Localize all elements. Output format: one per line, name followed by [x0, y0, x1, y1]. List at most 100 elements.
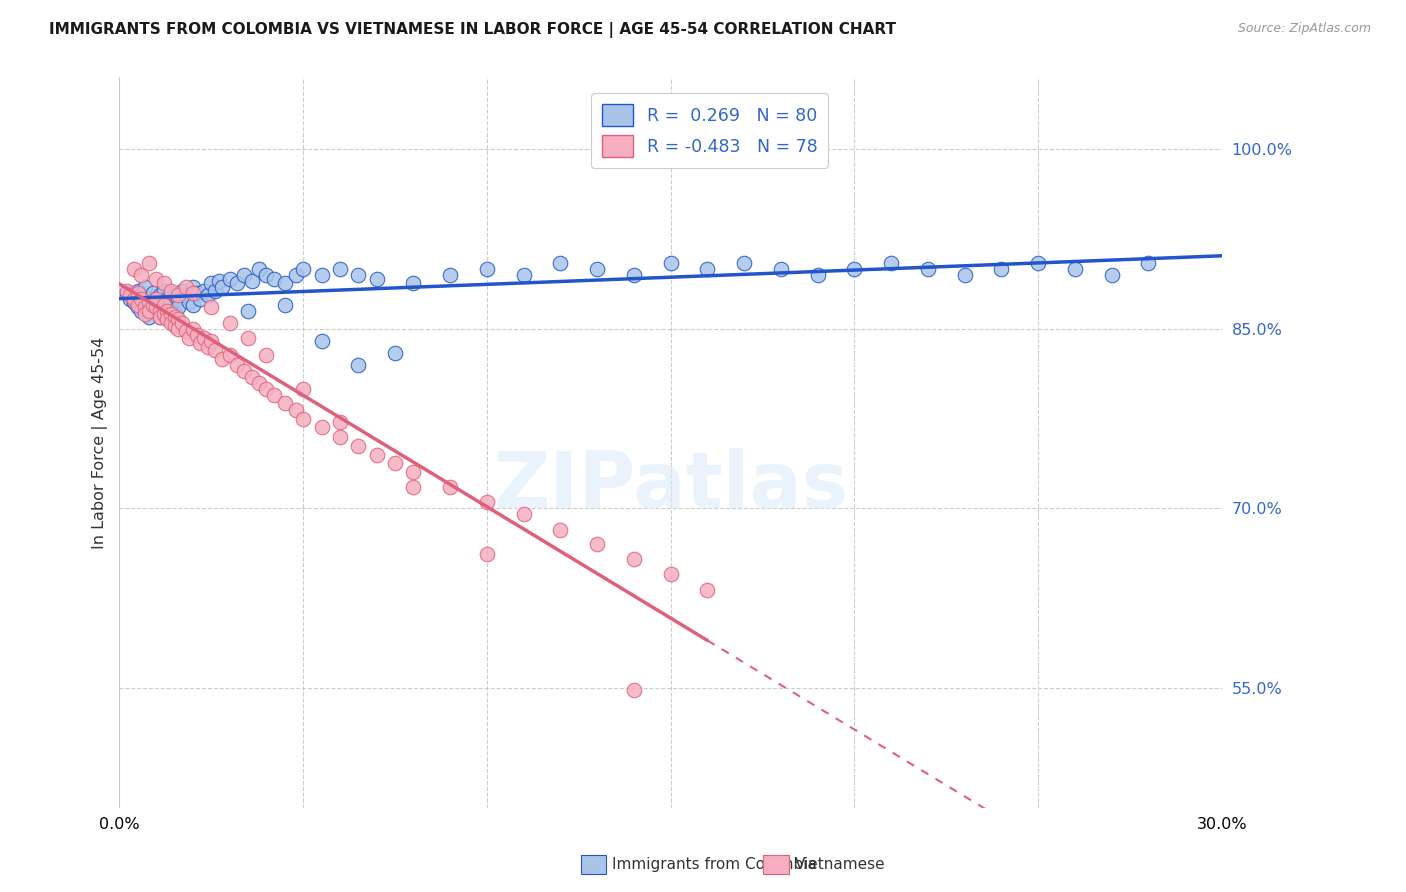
Point	[152, 308, 174, 322]
Point	[197, 340, 219, 354]
Point	[1101, 268, 1123, 282]
Point	[347, 358, 370, 372]
Point	[292, 262, 315, 277]
Point	[990, 262, 1012, 277]
Point	[181, 322, 204, 336]
Point	[218, 348, 240, 362]
Point	[240, 274, 263, 288]
Y-axis label: In Labor Force | Age 45-54: In Labor Force | Age 45-54	[93, 336, 108, 549]
Point	[550, 256, 572, 270]
Point	[181, 285, 204, 300]
Point	[193, 331, 215, 345]
Point	[138, 256, 160, 270]
Point	[167, 322, 190, 336]
Point	[1137, 256, 1160, 270]
Point	[284, 268, 307, 282]
Point	[659, 567, 682, 582]
Text: Vietnamese: Vietnamese	[794, 857, 884, 871]
Point	[115, 285, 138, 300]
Point	[512, 268, 534, 282]
Point	[1026, 256, 1049, 270]
Text: ZIPatlas: ZIPatlas	[494, 449, 848, 524]
Point	[917, 262, 939, 277]
Point	[141, 285, 163, 300]
Point	[439, 480, 461, 494]
Point	[226, 277, 249, 291]
Point	[152, 298, 174, 312]
Point	[329, 415, 352, 429]
Point	[274, 396, 297, 410]
Point	[122, 262, 145, 277]
Point	[402, 480, 425, 494]
Point	[179, 331, 201, 345]
Point	[181, 280, 204, 294]
Text: Immigrants from Colombia: Immigrants from Colombia	[612, 857, 817, 871]
Point	[163, 308, 186, 322]
Point	[167, 312, 190, 326]
Point	[141, 298, 163, 312]
Point	[263, 271, 285, 285]
Point	[550, 523, 572, 537]
Point	[120, 292, 142, 306]
Point	[138, 304, 160, 318]
Point	[160, 285, 183, 300]
Point	[138, 310, 160, 324]
Point	[475, 262, 498, 277]
Point	[807, 268, 830, 282]
Point	[149, 310, 172, 324]
Point	[623, 268, 645, 282]
Point	[188, 336, 211, 351]
Point	[329, 429, 352, 443]
Point	[174, 324, 197, 338]
Point	[186, 327, 208, 342]
Point	[163, 310, 186, 324]
Point	[254, 268, 277, 282]
Point	[274, 298, 297, 312]
Point	[263, 387, 285, 401]
Point	[134, 298, 156, 312]
Point	[122, 295, 145, 310]
Point	[208, 274, 231, 288]
Point	[284, 403, 307, 417]
Point	[233, 364, 256, 378]
Point	[181, 298, 204, 312]
Point	[233, 268, 256, 282]
Point	[236, 331, 259, 345]
Legend: R =  0.269   N = 80, R = -0.483   N = 78: R = 0.269 N = 80, R = -0.483 N = 78	[591, 94, 828, 168]
Point	[156, 300, 179, 314]
Point	[127, 284, 149, 298]
Point	[696, 262, 718, 277]
Point	[200, 334, 222, 348]
Point	[623, 683, 645, 698]
Point	[134, 308, 156, 322]
Point	[953, 268, 976, 282]
Point	[163, 319, 186, 334]
Point	[586, 537, 609, 551]
Point	[160, 295, 183, 310]
Point	[138, 292, 160, 306]
Point	[149, 288, 172, 302]
Point	[200, 277, 222, 291]
Point	[204, 343, 226, 358]
Point	[193, 284, 215, 298]
Point	[659, 256, 682, 270]
Point	[167, 292, 190, 306]
Point	[174, 280, 197, 294]
Point	[134, 280, 156, 294]
Point	[733, 256, 755, 270]
Point	[160, 316, 183, 330]
Point	[274, 277, 297, 291]
Point	[174, 288, 197, 302]
Point	[160, 308, 183, 322]
Point	[145, 271, 167, 285]
Point	[156, 312, 179, 326]
Point	[170, 284, 193, 298]
Point	[384, 456, 406, 470]
Point	[145, 292, 167, 306]
Point	[149, 304, 172, 318]
Text: Source: ZipAtlas.com: Source: ZipAtlas.com	[1237, 22, 1371, 36]
Point	[347, 439, 370, 453]
Point	[475, 495, 498, 509]
Point	[586, 262, 609, 277]
Point	[188, 292, 211, 306]
